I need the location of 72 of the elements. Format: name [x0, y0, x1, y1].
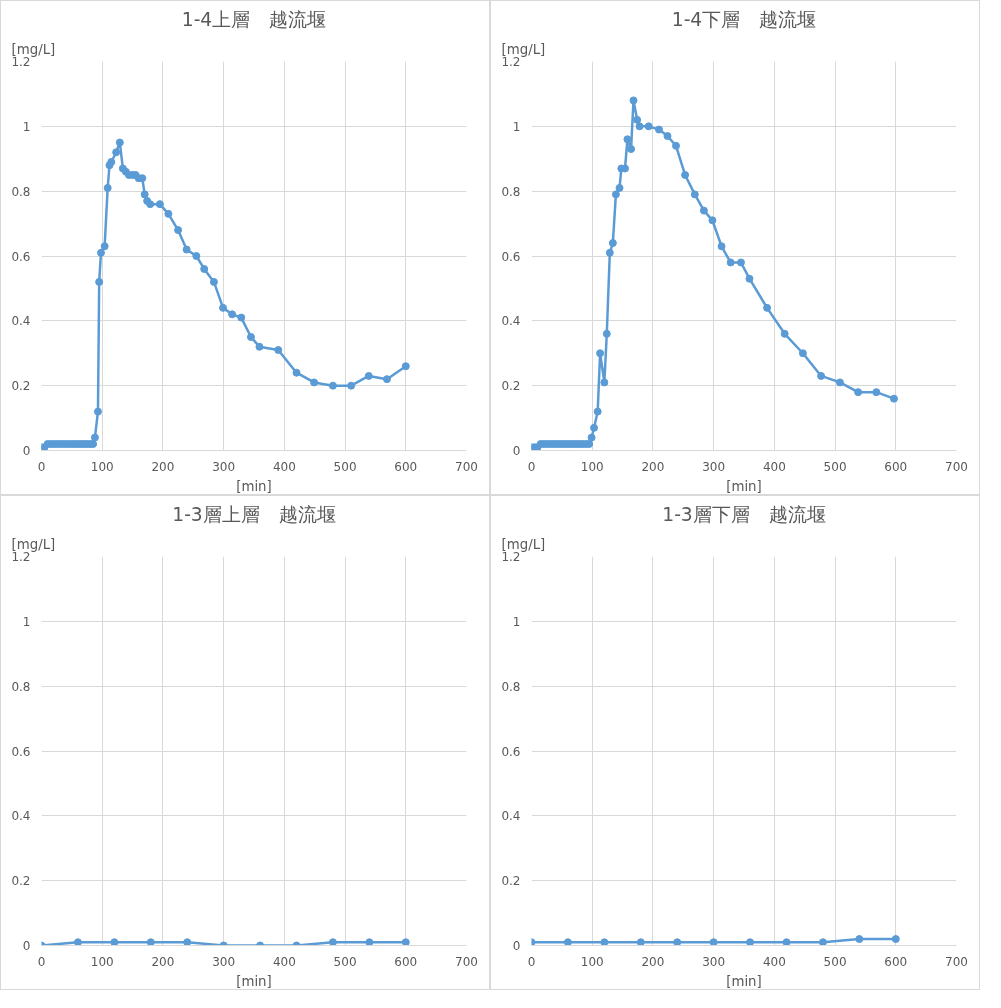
x-tick-label: 200	[151, 459, 175, 474]
y-tick-label: 0	[22, 444, 31, 458]
x-tick-label: 500	[333, 954, 357, 969]
y-axis-title: [mg/L]	[501, 536, 546, 552]
y-tick-label: 1.2	[11, 550, 31, 564]
x-tick-label: 600	[394, 954, 418, 969]
x-tick-label: 100	[90, 954, 114, 969]
y-tick-label: 0.6	[11, 249, 31, 264]
x-tick-label: 300	[702, 954, 726, 969]
x-tick-label: 100	[580, 459, 604, 474]
x-tick-label: 600	[884, 954, 908, 969]
x-tick-label: 0	[37, 459, 46, 474]
x-tick-label: 400	[762, 459, 786, 474]
y-tick-label: 0.4	[501, 314, 521, 329]
x-tick-label: 300	[702, 459, 726, 474]
y-tick-label: 0.4	[11, 809, 31, 824]
x-tick-label: 700	[945, 459, 968, 474]
x-axis-title: [min]	[236, 478, 272, 494]
y-tick-label: 0.6	[11, 744, 31, 759]
x-tick-label: 0	[527, 954, 536, 969]
x-tick-label: 200	[641, 954, 665, 969]
y-tick-label: 0.2	[11, 379, 31, 394]
y-tick-label: 0.4	[501, 809, 521, 824]
chart-title: 1-4下層 越流堰	[671, 8, 817, 30]
y-axis-title: [mg/L]	[11, 536, 56, 552]
y-tick-label: 1	[512, 119, 521, 134]
x-tick-label: 0	[37, 954, 46, 969]
chart-title: 1-3層上層 越流堰	[172, 503, 336, 525]
y-tick-label: 0.2	[501, 874, 521, 889]
x-axis-title: [min]	[726, 973, 762, 989]
y-tick-label: 1.2	[11, 55, 31, 69]
x-tick-label: 700	[945, 954, 968, 969]
y-tick-label: 0	[512, 444, 521, 458]
x-tick-label: 500	[333, 459, 357, 474]
x-tick-label: 400	[272, 954, 296, 969]
x-axis-title: [min]	[236, 973, 272, 989]
x-tick-label: 700	[455, 954, 478, 969]
y-tick-label: 0.4	[11, 314, 31, 329]
x-tick-label: 100	[90, 459, 114, 474]
y-tick-label: 0	[22, 939, 31, 953]
y-tick-label: 0.2	[11, 874, 31, 889]
y-tick-label: 0.6	[501, 249, 521, 264]
x-tick-label: 100	[580, 954, 604, 969]
y-tick-label: 1.2	[501, 55, 521, 69]
x-tick-label: 600	[394, 459, 418, 474]
chart-title: 1-4上層 越流堰	[181, 8, 327, 30]
x-tick-label: 500	[823, 459, 847, 474]
x-tick-label: 700	[455, 459, 478, 474]
y-tick-label: 0.8	[11, 679, 31, 694]
x-tick-label: 0	[527, 459, 536, 474]
y-tick-label: 1	[22, 119, 31, 134]
x-tick-label: 200	[641, 459, 665, 474]
x-tick-label: 600	[884, 459, 908, 474]
x-tick-label: 300	[212, 459, 236, 474]
y-tick-label: 0.6	[501, 744, 521, 759]
y-tick-label: 1.2	[501, 550, 521, 564]
y-tick-label: 0.8	[501, 184, 521, 199]
y-tick-label: 1	[512, 614, 521, 629]
y-axis-title: [mg/L]	[501, 41, 546, 57]
chart-title: 1-3層下層 越流堰	[662, 503, 826, 525]
x-tick-label: 400	[272, 459, 296, 474]
y-axis-title: [mg/L]	[11, 41, 56, 57]
x-tick-label: 200	[151, 954, 175, 969]
x-tick-label: 500	[823, 954, 847, 969]
y-tick-label: 0	[512, 939, 521, 953]
y-tick-label: 1	[22, 614, 31, 629]
y-tick-label: 0.8	[11, 184, 31, 199]
x-tick-label: 400	[762, 954, 786, 969]
x-axis-title: [min]	[726, 478, 762, 494]
x-tick-label: 300	[212, 954, 236, 969]
y-tick-label: 0.8	[501, 679, 521, 694]
y-tick-label: 0.2	[501, 379, 521, 394]
